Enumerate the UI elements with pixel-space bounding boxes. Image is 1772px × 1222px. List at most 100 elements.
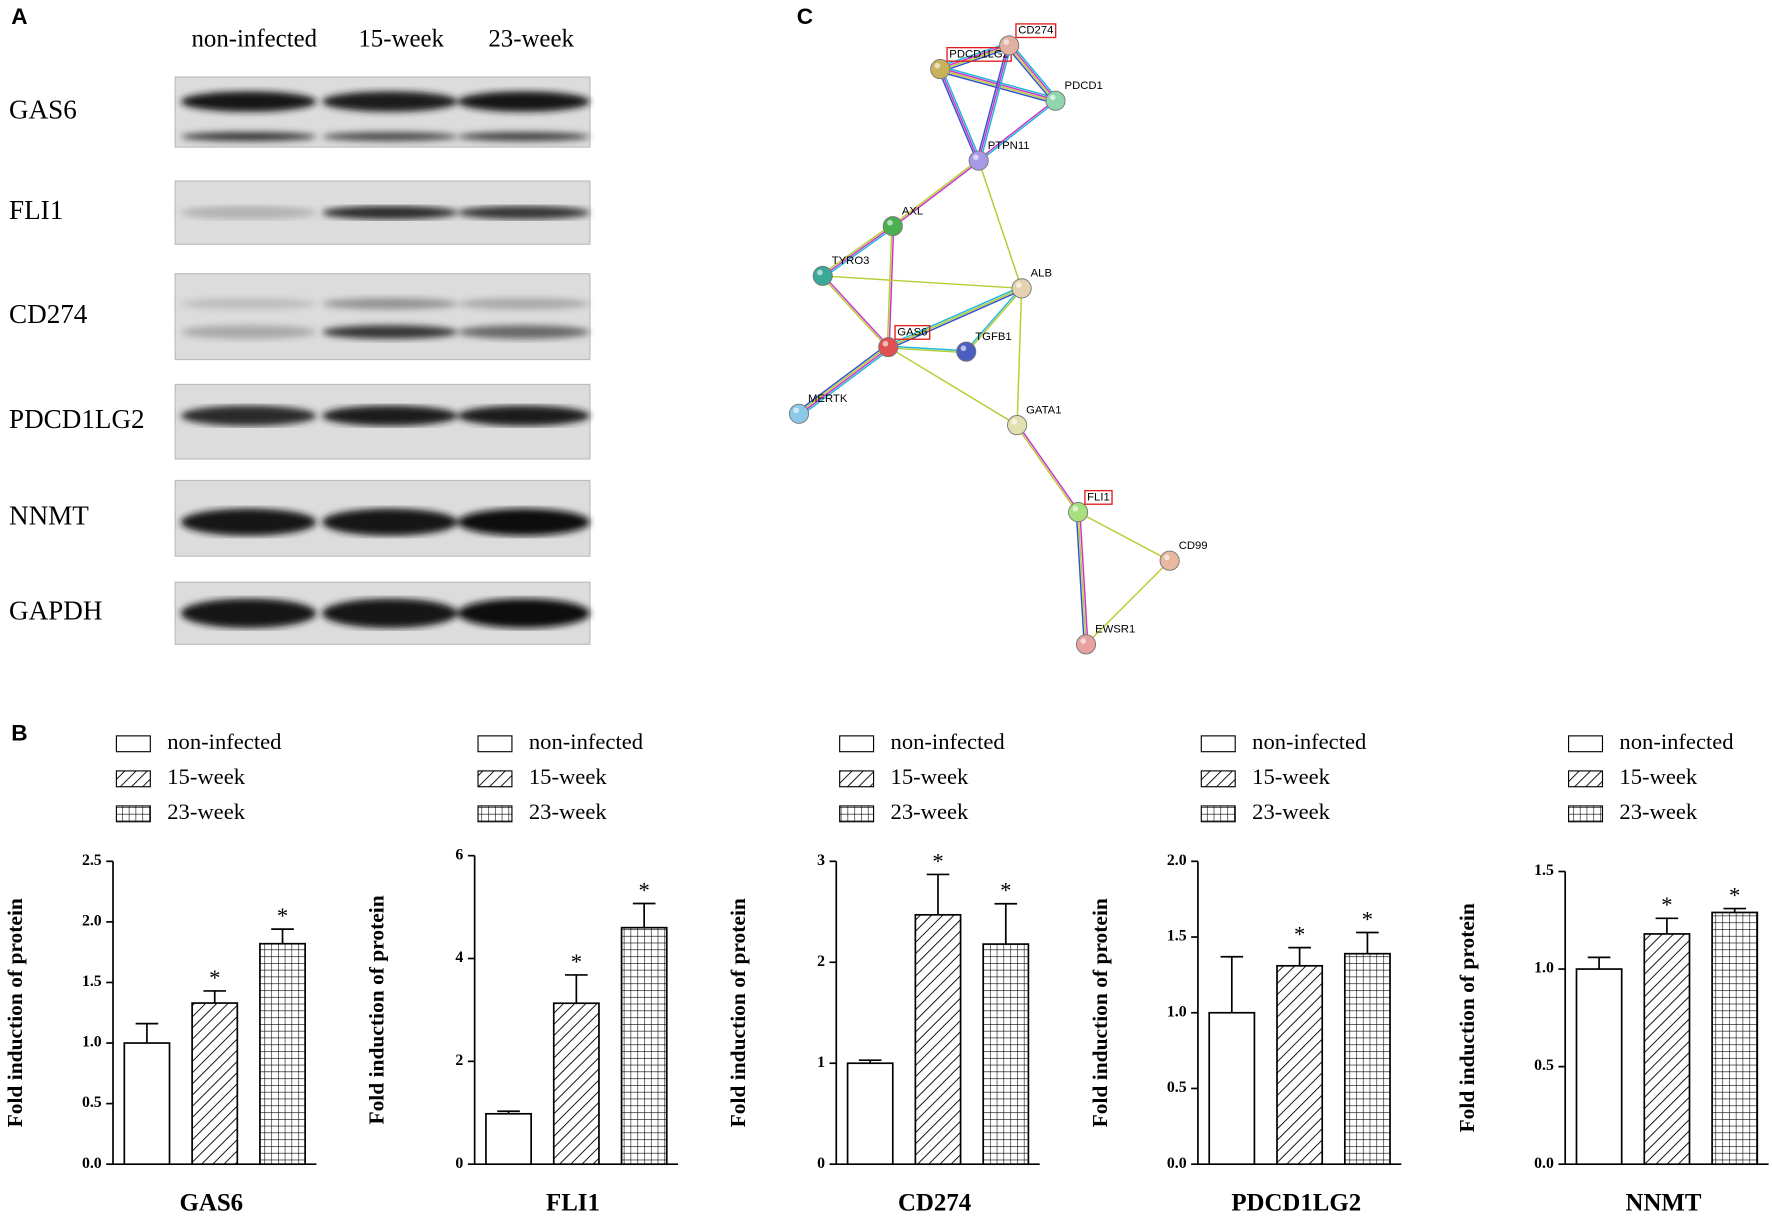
network-edge [976,44,1009,161]
bar [1343,952,1391,1166]
legend-label: non-infected [167,729,282,754]
network-node [1075,634,1097,655]
blot-bands [180,91,590,142]
blot-row-label: FLI1 [9,195,63,225]
band [322,298,458,310]
network-edge [1077,512,1087,645]
network-edge [798,345,889,414]
network-edge [822,274,890,348]
blot-row-label: GAPDH [9,595,102,625]
network-edge [977,160,1023,289]
network-edge [939,68,980,161]
network-edge [966,288,1023,353]
band [322,91,458,112]
legend-swatch [1568,805,1604,823]
legend-label: 23-week [167,799,245,824]
blot-row-label: NNMT [9,501,89,531]
band [457,205,590,220]
legend-swatch [477,805,513,823]
node-label-box [1084,489,1113,505]
node-highlight [1080,638,1087,644]
network-edge [1017,424,1080,513]
network-edge [800,348,891,417]
network-edge [1085,560,1171,645]
bar [485,1112,532,1166]
network-node [1068,502,1089,523]
bar [259,942,306,1166]
node-highlight [1003,39,1010,45]
band [322,508,458,536]
y-tick-label: 1.0 [1167,1003,1187,1020]
band [322,598,458,628]
network-edge [821,276,889,349]
node-highlight [934,62,941,69]
network-edge [941,68,982,161]
legend-swatch [115,770,151,788]
network-edge [977,99,1056,161]
node-label: ALB [1031,268,1052,280]
network-node [999,35,1020,56]
band [457,405,590,426]
band [457,325,590,339]
y-tick-label: 0 [455,1155,463,1172]
network-edge [977,45,1010,161]
band [457,91,590,112]
band [180,508,317,536]
legend-label: 23-week [1619,799,1697,824]
node-label: CD274 [1018,25,1053,37]
node-highlight [882,340,889,347]
legend-swatch [839,805,875,823]
blot-row-label: CD274 [9,299,88,329]
network-edge [886,226,893,348]
y-tick-label: 0.0 [82,1155,102,1172]
network-edge [940,67,1056,101]
bar [1575,968,1623,1166]
legend-swatch [1568,735,1604,753]
network-edge [939,69,1056,103]
panel-letter: B [11,721,27,746]
network-edge [821,224,893,276]
x-axis-label: GAS6 [180,1190,244,1217]
band [180,405,317,426]
network-edge [1006,46,1054,103]
y-axis-label: Fold induction of protein [365,895,389,1124]
bar [914,913,962,1166]
band [457,598,590,628]
x-axis-label: NNMT [1626,1190,1702,1217]
node-label: MERTK [808,393,848,405]
legend-swatch [477,770,513,788]
panel-letter: A [11,4,27,29]
network-edge [1010,43,1059,100]
network-edge [822,275,1022,290]
y-tick-label: 2.0 [1167,852,1187,869]
network-edges [796,42,1171,645]
network-edge [887,287,1022,348]
legend-swatch [115,805,151,823]
network-node [968,150,989,171]
network-edge [887,286,1022,347]
bar [620,926,668,1166]
lane-label: 15-week [358,26,444,53]
lane-label: 23-week [488,26,574,53]
blot-bands [180,405,590,426]
bar [1643,933,1691,1166]
node-highlight [1011,418,1018,425]
node-label-box [1015,23,1057,39]
legend-label: 23-week [891,799,969,824]
network-edge [891,159,979,227]
node-label-box [894,324,931,340]
blot-bands [180,508,590,536]
network-edge [940,65,1057,99]
legend-label: non-infected [529,729,644,754]
legend-label: 15-week [1619,764,1697,789]
y-tick-label: 0.0 [1534,1155,1554,1172]
band [180,91,317,112]
node-highlight [887,219,893,226]
network-edge [965,287,1022,352]
band [180,298,317,310]
significance-label: * [1294,922,1305,947]
legend-label: 15-week [529,764,607,789]
bar [1276,964,1324,1166]
network-edge [888,345,967,352]
